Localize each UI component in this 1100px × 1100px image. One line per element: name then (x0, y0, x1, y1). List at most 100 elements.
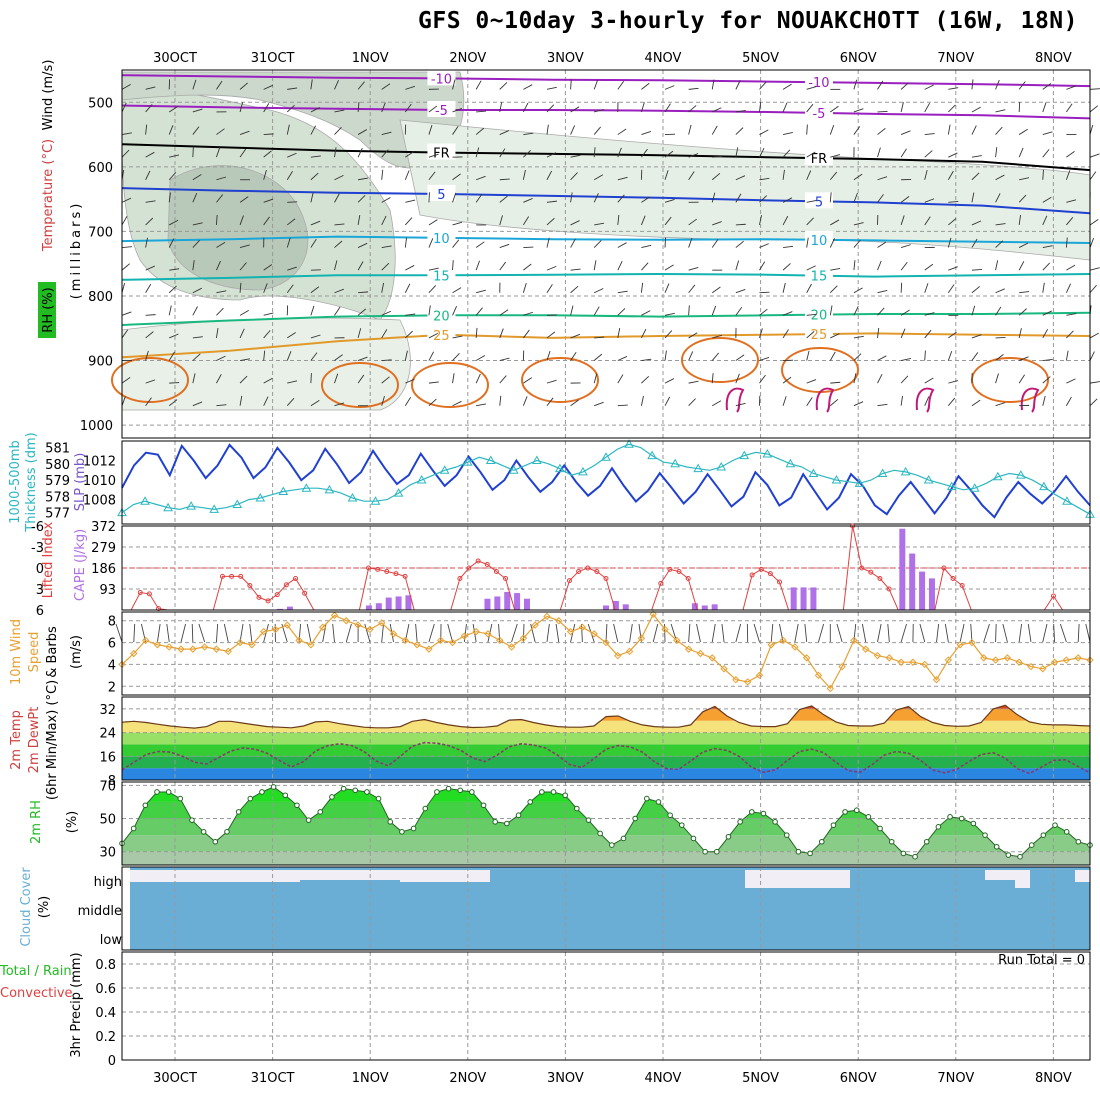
wind-barb (652, 623, 659, 643)
wind-barb (546, 152, 557, 158)
wind-barb (404, 237, 407, 248)
wind-speed-point (861, 645, 870, 653)
wind-barb (121, 263, 130, 271)
axis-label: CAPE (J/kg) (73, 529, 88, 601)
wind-barb (853, 623, 857, 643)
rh-point (224, 829, 230, 835)
rh-point (865, 814, 872, 820)
wind-speed-point (968, 638, 976, 647)
wind-barb (286, 218, 296, 226)
thickness-point (900, 466, 911, 476)
wind-barb (145, 124, 148, 135)
wind-barb (1089, 153, 1100, 158)
wind-barb (593, 373, 598, 384)
rh-point (1075, 838, 1082, 845)
wind-barb (1065, 237, 1068, 248)
wind-barb (475, 307, 483, 316)
wind-barb (605, 623, 608, 643)
cape-bar (277, 608, 284, 610)
wind-barb (593, 240, 602, 248)
isotherm--5 (121, 104, 1091, 120)
wind-barb (216, 355, 226, 361)
wind-speed-point (909, 658, 917, 666)
wind-barb (688, 218, 697, 226)
wind-barb (1027, 623, 1032, 643)
thickness-point (923, 475, 934, 484)
rh-tick: 30 (99, 846, 116, 861)
rh-point (154, 789, 160, 795)
wind-barb (593, 193, 599, 203)
rh-point (562, 792, 568, 799)
cape-bar (919, 571, 926, 610)
wind-speed-point (696, 649, 705, 658)
wind-barb (452, 221, 463, 226)
wind-barb (263, 377, 273, 384)
wind-barb (428, 238, 434, 248)
wind-barb (853, 173, 863, 181)
li-point (274, 592, 280, 598)
wind-barb (1089, 332, 1099, 339)
wind-barb (1089, 171, 1097, 181)
wind-barb (829, 305, 833, 316)
wind-barb (806, 170, 812, 180)
date-label-top: 3NOV (547, 51, 584, 66)
wind-barb (806, 86, 817, 90)
wind-barb (381, 169, 384, 180)
rh-point (632, 815, 638, 822)
wind-speed-point (1003, 654, 1012, 662)
wind-barb (900, 261, 908, 271)
wind-barb (215, 327, 219, 339)
wind-barb (711, 373, 714, 384)
wind-barb (971, 399, 981, 407)
thickness-point (624, 439, 634, 448)
wind-barb (169, 268, 180, 271)
cape-bar (810, 587, 817, 610)
wind-barb (239, 102, 244, 113)
isotherm-25 (121, 332, 1091, 359)
wind-barb (286, 171, 293, 180)
wind-barb (452, 173, 461, 181)
cape-bar (800, 587, 807, 610)
rh-point (410, 825, 417, 832)
isotherm-30 (521, 357, 599, 403)
axis-label: Lifted Index (41, 521, 56, 598)
wind-barb (948, 266, 958, 271)
wind-speed-point (366, 625, 374, 634)
date-label-top: 5NOV (742, 51, 779, 66)
wind-barb (594, 222, 605, 226)
wind-barb (688, 623, 691, 643)
axis-label: Speed (27, 632, 42, 673)
wind-barb (239, 215, 244, 226)
wind-barb (286, 397, 295, 407)
wind-barb (711, 192, 716, 203)
rh-point (434, 789, 440, 795)
wind-barb (223, 623, 229, 643)
axis-label: (m/s) (69, 635, 84, 669)
date-label-top: 2NOV (449, 51, 486, 66)
wind-barb (735, 402, 746, 407)
wind-barb (570, 154, 581, 158)
thickness-point (416, 475, 427, 484)
wind-barb (168, 125, 174, 135)
wind-tick: 8 (108, 615, 116, 630)
wind-barb (664, 264, 674, 271)
temp-bands (122, 705, 1090, 780)
wind-barb (877, 355, 887, 361)
wind-barb (357, 328, 362, 339)
wind-barb (570, 285, 579, 294)
wind-barb (664, 216, 672, 226)
rh-point (294, 802, 300, 809)
wind-barb (192, 192, 198, 203)
date-label-top: 6NOV (840, 51, 877, 66)
rh-point (667, 812, 673, 819)
panel-frame (121, 69, 1091, 439)
wind-barb (853, 239, 861, 248)
wind-barb (180, 623, 186, 643)
precip-tick: 0.8 (95, 958, 116, 973)
li-tick: 0 (36, 562, 44, 577)
wind-barb (334, 373, 339, 384)
wind-barb (522, 102, 529, 113)
wind-barb (900, 309, 910, 316)
pressure-tick: 900 (88, 355, 113, 370)
